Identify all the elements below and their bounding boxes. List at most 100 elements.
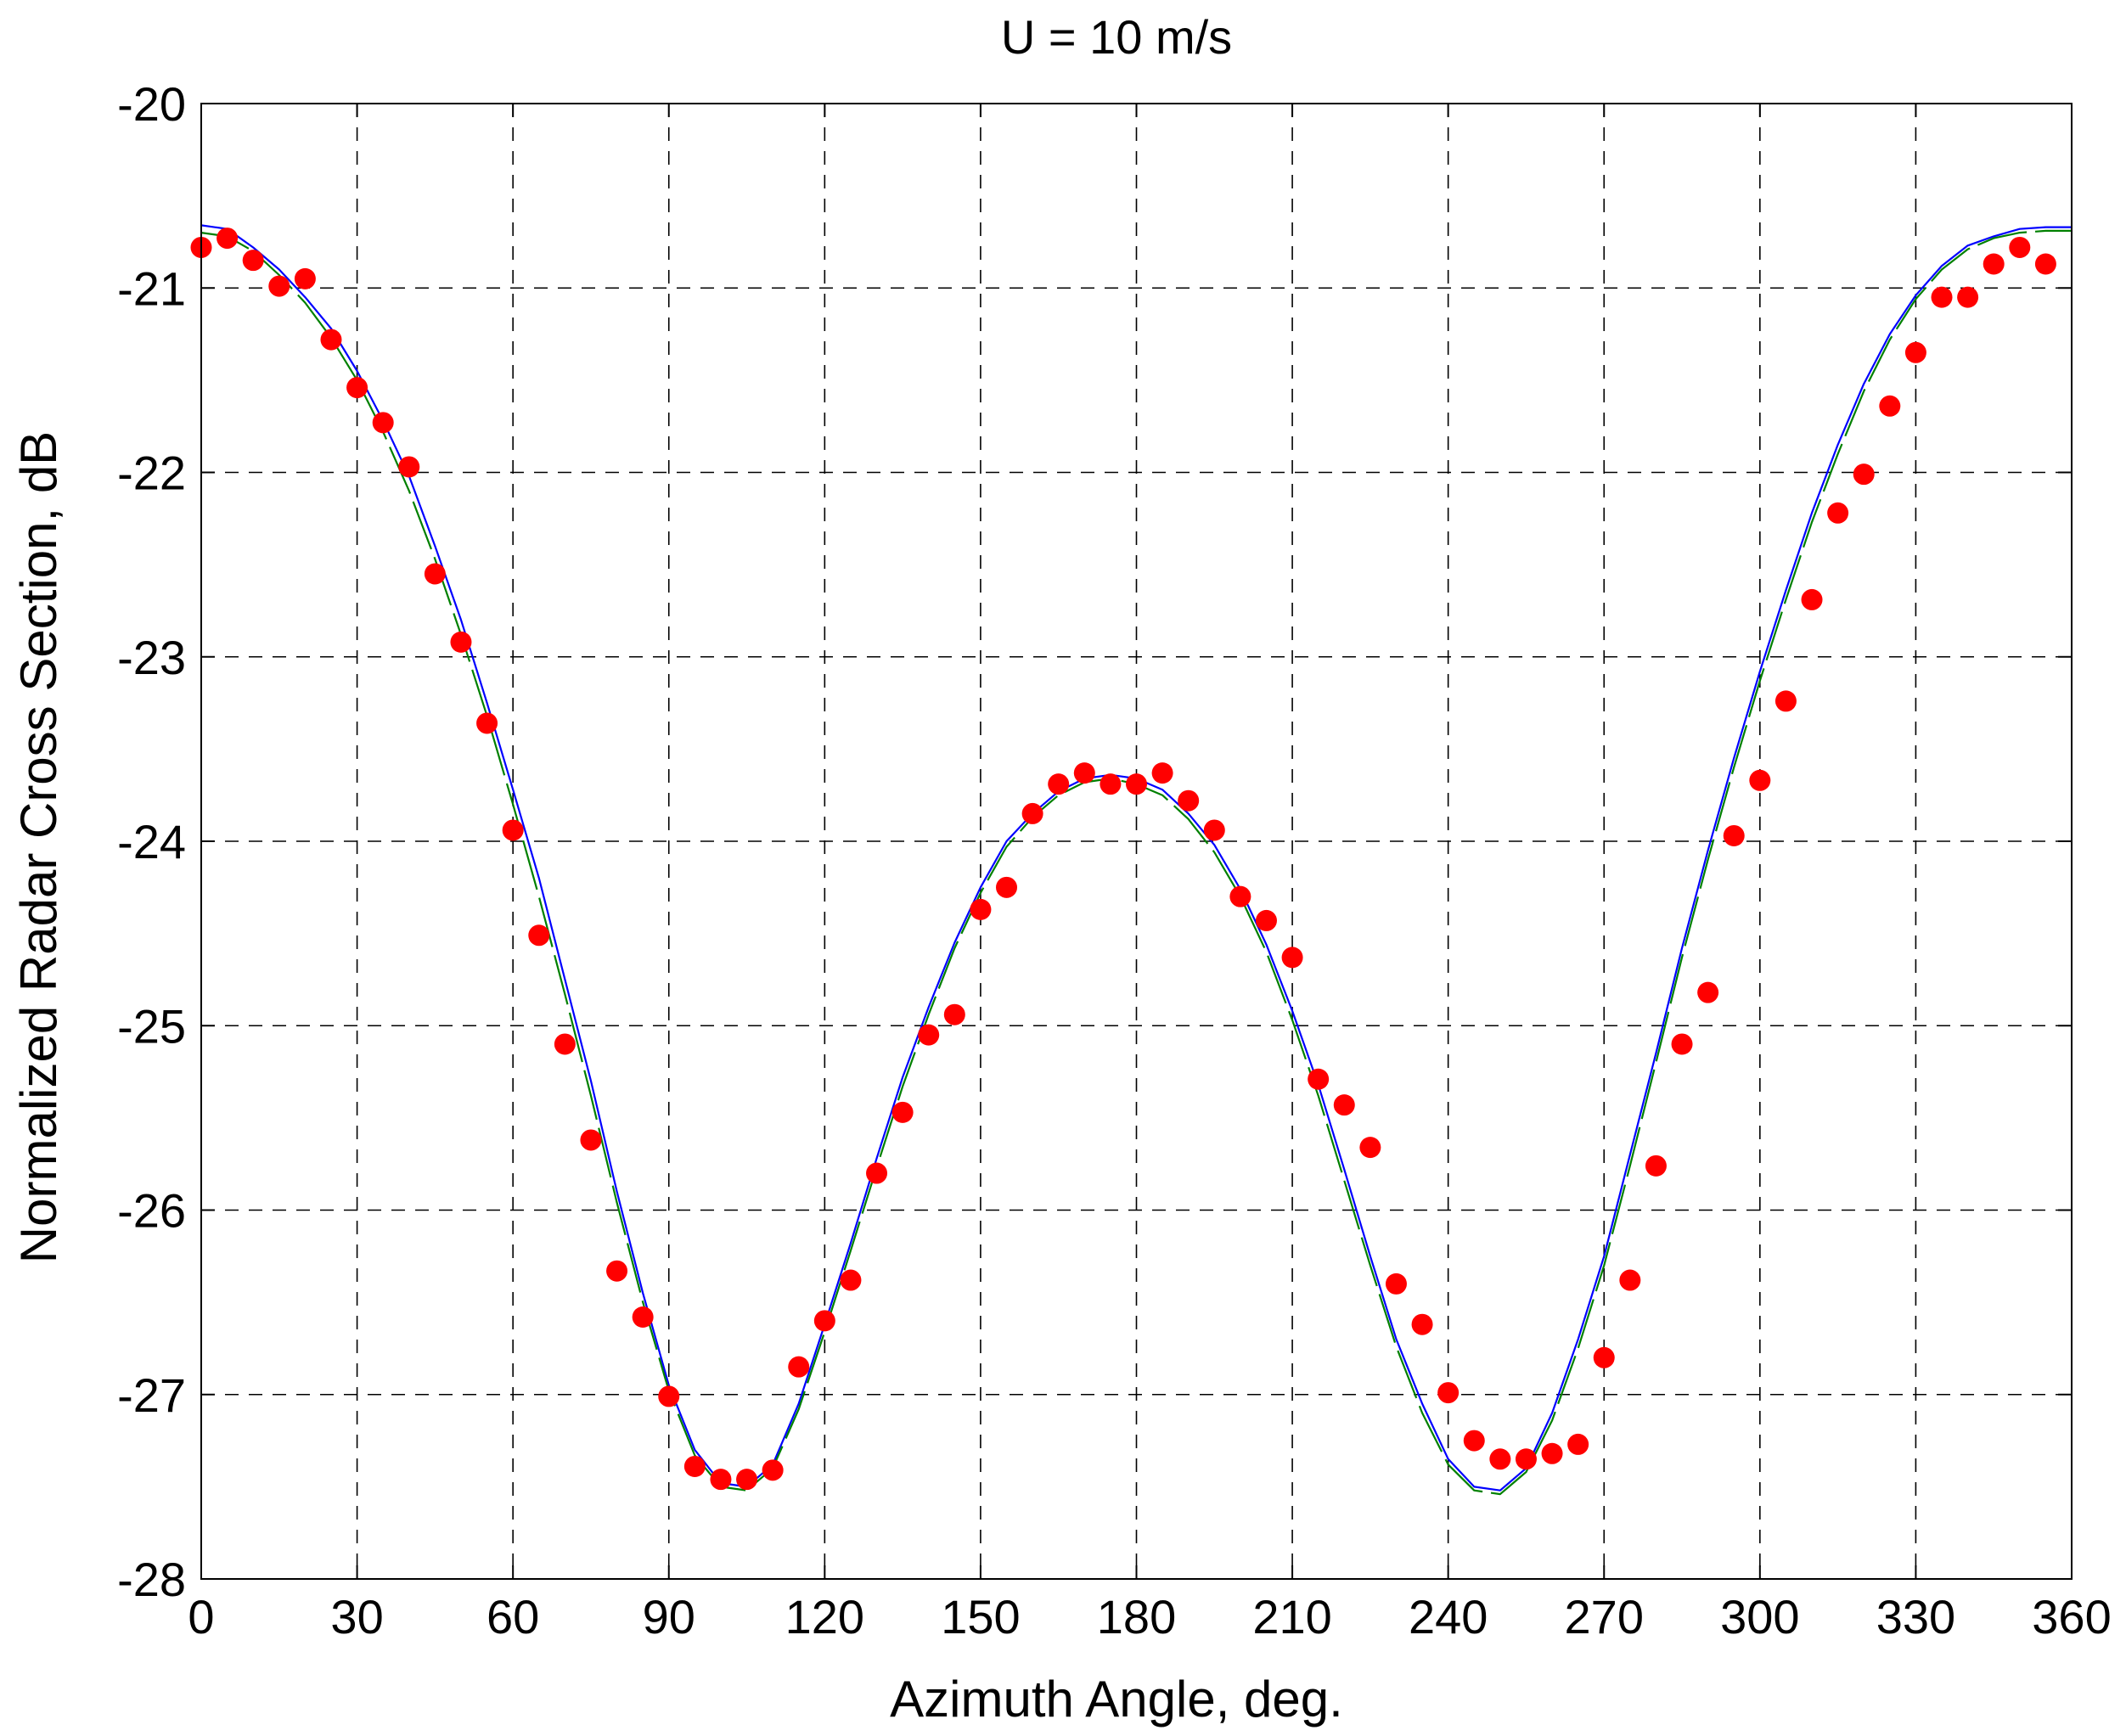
data-point xyxy=(683,1455,706,1477)
y-tick-label: -27 xyxy=(117,1368,186,1422)
data-point xyxy=(658,1385,680,1407)
data-point xyxy=(1437,1382,1460,1404)
data-point xyxy=(1645,1155,1667,1177)
data-point xyxy=(554,1033,576,1055)
data-point xyxy=(346,377,368,399)
x-tick-label: 60 xyxy=(487,1590,539,1643)
data-point xyxy=(1515,1448,1537,1470)
x-tick-label: 360 xyxy=(2032,1590,2111,1643)
data-point xyxy=(1593,1346,1615,1368)
data-point xyxy=(762,1459,784,1481)
data-point xyxy=(1359,1137,1381,1159)
data-point xyxy=(918,1024,940,1046)
data-point xyxy=(1178,789,1200,812)
data-point xyxy=(840,1269,862,1291)
x-tick-label: 90 xyxy=(643,1590,695,1643)
data-point xyxy=(1463,1430,1485,1452)
data-point xyxy=(1489,1448,1511,1470)
data-point xyxy=(788,1356,810,1378)
data-point xyxy=(1203,819,1225,841)
data-point xyxy=(1048,773,1070,795)
data-point xyxy=(813,1310,835,1332)
data-point xyxy=(736,1469,758,1491)
chart-title: U = 10 m/s xyxy=(1001,10,1232,64)
data-point xyxy=(320,329,342,351)
data-point xyxy=(424,563,446,585)
x-axis-label: Azimuth Angle, deg. xyxy=(890,1671,1343,1728)
data-point xyxy=(2009,236,2031,258)
x-tick-label: 300 xyxy=(1720,1590,1799,1643)
x-tick-label: 210 xyxy=(1252,1590,1331,1643)
series-layer xyxy=(190,224,2072,1496)
data-point xyxy=(1749,769,1771,791)
data-point xyxy=(294,267,316,289)
data-point xyxy=(502,819,524,841)
y-tick-label: -22 xyxy=(117,447,186,500)
data-point xyxy=(996,876,1018,898)
data-point xyxy=(632,1306,654,1329)
x-tick-label: 120 xyxy=(785,1590,864,1643)
y-tick-label: -25 xyxy=(117,999,186,1053)
data-point xyxy=(970,898,992,920)
data-point xyxy=(1697,981,1719,1003)
data-point xyxy=(1255,909,1277,931)
data-point xyxy=(528,924,550,947)
x-tick-label: 270 xyxy=(1565,1590,1644,1643)
data-point xyxy=(866,1162,888,1184)
data-point xyxy=(372,412,394,434)
data-point xyxy=(1983,253,2005,275)
x-tick-label: 330 xyxy=(1876,1590,1955,1643)
x-tick-label: 150 xyxy=(941,1590,1020,1643)
y-axis-label: Normalized Radar Cross Section, dB xyxy=(10,431,67,1263)
data-point xyxy=(476,712,498,734)
data-point xyxy=(710,1469,732,1491)
axis-ticks: 0 30 60 90 120 150 180 210 240 270 300 330 360 -20 -21… xyxy=(117,77,2112,1643)
data-point xyxy=(1100,773,1122,795)
data-point xyxy=(1671,1033,1693,1055)
data-point xyxy=(1801,588,1823,610)
data-point xyxy=(1151,762,1173,784)
data-point xyxy=(1931,286,1953,308)
data-point xyxy=(1853,463,1875,486)
y-tick-label: -24 xyxy=(117,815,186,868)
data-point xyxy=(580,1129,602,1151)
y-tick-label: -23 xyxy=(117,631,186,684)
x-tick-label: 30 xyxy=(330,1590,383,1643)
data-point xyxy=(1126,773,1147,795)
data-point xyxy=(398,456,420,478)
data-point xyxy=(1567,1433,1589,1455)
data-point xyxy=(1308,1068,1330,1090)
data-point xyxy=(217,228,239,250)
data-point xyxy=(943,1003,965,1025)
y-tick-label: -26 xyxy=(117,1184,186,1238)
data-point xyxy=(1957,286,1979,308)
data-point xyxy=(1723,824,1745,846)
data-point xyxy=(268,275,290,297)
data-point xyxy=(1333,1094,1355,1116)
data-point xyxy=(1073,762,1095,784)
data-point xyxy=(242,250,264,272)
data-point xyxy=(891,1101,914,1123)
data-point xyxy=(1827,502,1849,524)
data-point xyxy=(1619,1269,1641,1291)
x-tick-label: 0 xyxy=(188,1590,214,1643)
data-point xyxy=(1021,802,1043,824)
data-point xyxy=(606,1260,628,1282)
data-point xyxy=(450,631,472,653)
data-point xyxy=(1411,1313,1433,1335)
data-point xyxy=(1904,341,1926,363)
data-point xyxy=(1774,690,1797,712)
data-point xyxy=(1385,1273,1407,1295)
data-point xyxy=(1879,395,1901,417)
x-tick-label: 180 xyxy=(1097,1590,1176,1643)
grid-lines xyxy=(201,104,2072,1579)
data-point xyxy=(2034,253,2056,275)
y-tick-label: -28 xyxy=(117,1553,186,1606)
data-point xyxy=(1281,947,1303,969)
data-point xyxy=(1541,1442,1563,1464)
y-tick-label: -21 xyxy=(117,261,186,315)
x-tick-label: 240 xyxy=(1409,1590,1488,1643)
y-tick-label: -20 xyxy=(117,77,186,131)
